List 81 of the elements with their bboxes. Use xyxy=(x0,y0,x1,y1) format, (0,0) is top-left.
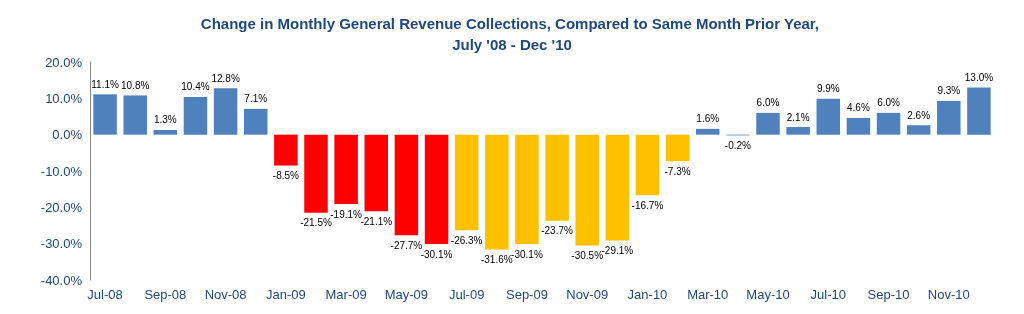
x-tick-label: Sep-08 xyxy=(144,287,187,302)
x-tick-label: Jul-09 xyxy=(448,287,485,302)
data-label: 9.9% xyxy=(816,83,840,95)
x-tick-label: Sep-09 xyxy=(505,287,548,302)
bar xyxy=(243,108,268,135)
bar xyxy=(454,134,479,231)
x-tick-label: Nov-09 xyxy=(566,287,609,302)
data-label: -31.6% xyxy=(480,253,513,265)
x-tick-label: Nov-10 xyxy=(927,287,970,302)
bar xyxy=(485,134,509,250)
bar xyxy=(876,112,901,135)
y-tick-label: 0.0% xyxy=(52,127,83,143)
x-tick-label: Jan-09 xyxy=(265,287,306,302)
data-label: -29.1% xyxy=(601,244,634,256)
bar xyxy=(364,134,389,212)
data-label: 10.4% xyxy=(181,81,210,93)
bar xyxy=(545,134,569,221)
bar xyxy=(937,100,961,135)
data-label: 6.0% xyxy=(756,97,780,109)
bar xyxy=(906,125,931,135)
data-label: 2.1% xyxy=(786,111,810,123)
data-label: 12.8% xyxy=(211,72,240,84)
x-tick-label: Nov-08 xyxy=(204,287,247,302)
data-label: -23.7% xyxy=(541,225,574,237)
data-label: 10.8% xyxy=(121,79,150,91)
bar xyxy=(756,112,780,135)
x-tick-label: Mar-10 xyxy=(687,287,729,302)
bar xyxy=(665,134,690,162)
data-label: 2.6% xyxy=(907,109,931,121)
data-label: -21.5% xyxy=(300,217,332,229)
x-tick-label: May-09 xyxy=(384,287,429,302)
bar xyxy=(424,134,449,245)
x-tick-label: Jan-10 xyxy=(627,287,668,302)
data-label: 1.6% xyxy=(696,113,720,125)
x-tick-label: May-10 xyxy=(746,287,790,302)
y-tick-label: -10.0% xyxy=(40,163,83,179)
chart-title: Change in Monthly General Revenue Collections, Compared to Same Month Prior Year, July '08 - Dec '10 xyxy=(200,15,824,53)
bar xyxy=(274,134,298,166)
data-label: 13.0% xyxy=(964,71,994,83)
x-tick-label: Mar-09 xyxy=(325,287,367,302)
x-tick-label: Sep-10 xyxy=(867,287,910,302)
y-tick-label: -20.0% xyxy=(40,199,83,215)
data-label: 4.6% xyxy=(847,102,870,114)
data-label: -30.5% xyxy=(571,249,604,261)
data-label: -8.5% xyxy=(272,170,300,182)
data-label: 11.1% xyxy=(91,78,119,90)
y-tick-label: -40.0% xyxy=(40,272,83,288)
bar xyxy=(213,88,238,135)
data-label: 9.3% xyxy=(937,85,961,97)
bar xyxy=(605,134,630,241)
bar xyxy=(635,134,660,196)
bar xyxy=(93,94,117,135)
bar xyxy=(575,134,599,246)
bar xyxy=(515,134,539,245)
data-label: -7.3% xyxy=(664,165,691,177)
data-label: -30.1% xyxy=(511,248,543,260)
data-label: -30.1% xyxy=(420,248,453,260)
bar xyxy=(846,117,871,135)
data-label: -16.7% xyxy=(631,199,664,211)
data-label: 1.3% xyxy=(153,114,177,126)
x-tick-label: Jul-10 xyxy=(810,287,846,302)
bar xyxy=(816,98,841,135)
bar xyxy=(183,96,208,135)
bar xyxy=(123,95,147,135)
data-label: 6.0% xyxy=(877,97,901,109)
bar xyxy=(967,87,991,135)
y-tick-label: 10.0% xyxy=(45,90,83,106)
x-tick-label: Jul-08 xyxy=(87,287,123,302)
bar xyxy=(695,128,720,135)
data-label: -27.7% xyxy=(390,239,423,251)
bar xyxy=(394,134,419,236)
y-tick-label: 20.0% xyxy=(45,54,83,70)
data-label: -19.1% xyxy=(330,208,363,220)
data-label: -26.3% xyxy=(450,234,483,246)
bar xyxy=(153,129,178,135)
data-label: -0.2% xyxy=(724,139,752,151)
bar xyxy=(786,127,810,135)
bar xyxy=(304,134,328,213)
bar xyxy=(334,134,358,205)
data-label: 7.1% xyxy=(244,93,268,105)
y-tick-label: -30.0% xyxy=(40,236,83,252)
